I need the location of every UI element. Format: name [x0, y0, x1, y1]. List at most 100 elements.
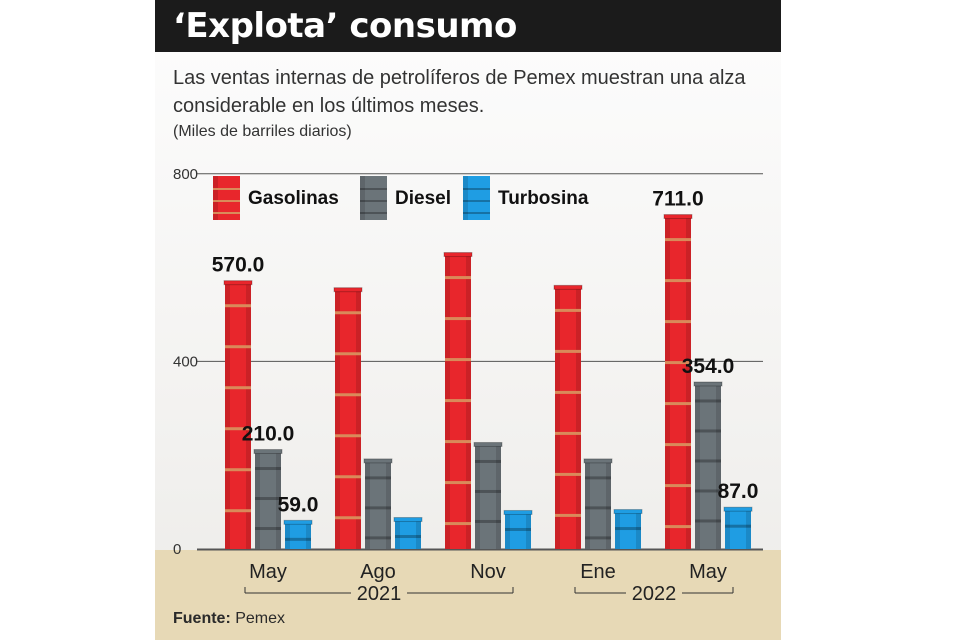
bar-gasolinas-0-shade	[225, 281, 230, 549]
bar-gasolinas-3-hoop	[555, 349, 581, 353]
bar-diesel-4-shade	[716, 382, 721, 549]
bar-turbosina-2-rim	[503, 509, 533, 515]
x-category-label: Nov	[470, 561, 506, 583]
bar-turbosina-3-rim	[613, 509, 643, 515]
data-label: 87.0	[718, 480, 759, 503]
bar-turbosina-2	[505, 511, 531, 549]
bar-turbosina-4	[725, 508, 751, 549]
legend-swatch-shade	[213, 176, 218, 220]
bar-gasolinas-2-hoop	[445, 440, 471, 444]
data-label: 59.0	[278, 493, 319, 516]
bar-turbosina-0-shade	[306, 521, 311, 549]
bar-turbosina-2-hoop	[505, 527, 531, 531]
bar-turbosina-4-rim	[723, 506, 753, 512]
legend-swatch-hoop	[213, 188, 240, 190]
bar-gasolinas-1-hoop	[335, 311, 361, 315]
legend-swatch-hoop	[213, 200, 240, 202]
bar-diesel-1	[365, 459, 391, 549]
bar-turbosina-2-shade	[526, 511, 531, 549]
bar-diesel-2-rim	[473, 441, 503, 447]
bar-diesel-3	[585, 459, 611, 549]
bar-diesel-1-hoop	[365, 476, 391, 480]
bar-gasolinas-1-hoop	[335, 434, 361, 438]
bar-diesel-1-hoop	[365, 536, 391, 540]
y-tick-label: 0	[173, 541, 181, 558]
legend-label-turbosina: Turbosina	[498, 188, 589, 209]
bar-gasolinas-1-shade	[335, 288, 340, 549]
bar-turbosina-3-hoop	[615, 527, 641, 531]
bar-diesel-2	[475, 443, 501, 549]
bar-turbosina-3	[615, 510, 641, 549]
legend-swatch-hoop	[463, 200, 490, 202]
bar-gasolinas-2-hoop	[445, 481, 471, 485]
legend-swatch-diesel	[360, 176, 387, 220]
bar-gasolinas-3	[555, 286, 581, 549]
bar-gasolinas-0-rim	[223, 280, 253, 286]
bar-diesel-0-shade	[276, 450, 281, 549]
bar-gasolinas-3-hoop	[555, 308, 581, 312]
bar-turbosina-1-shade	[416, 518, 421, 549]
bar-diesel-3-hoop	[585, 476, 611, 480]
legend-swatch-hoop	[463, 188, 490, 190]
data-label: 570.0	[212, 254, 265, 277]
bar-gasolinas-3-hoop	[555, 431, 581, 435]
bar-diesel-4-hoop	[695, 429, 721, 433]
bar-gasolinas-1-shade	[356, 288, 361, 549]
legend-swatch-hoop	[213, 212, 240, 214]
bar-diesel-4-hoop	[695, 399, 721, 403]
bar-turbosina-1-shade	[395, 518, 400, 549]
legend-swatch-hoop	[360, 212, 387, 214]
legend-swatch-turbosina	[463, 176, 490, 220]
bar-turbosina-1-hoop	[395, 535, 421, 539]
bar-gasolinas-0-shade	[246, 281, 251, 549]
bar-diesel-1-shade	[365, 459, 370, 549]
bar-turbosina-4-hoop	[725, 524, 751, 528]
bar-gasolinas-1-hoop	[335, 475, 361, 479]
legend-swatch-hoop	[463, 212, 490, 214]
bar-gasolinas-4-rim	[663, 214, 693, 220]
bar-gasolinas-2-rim	[443, 252, 473, 258]
bar-turbosina-4-shade	[746, 508, 751, 549]
bar-gasolinas-3-shade	[576, 286, 581, 549]
bar-gasolinas-2-hoop	[445, 276, 471, 280]
bar-gasolinas-4-hoop	[665, 484, 691, 488]
bar-gasolinas-3-rim	[553, 284, 583, 290]
bar-diesel-2-shade	[475, 443, 480, 549]
bar-turbosina-3-shade	[615, 510, 620, 549]
bar-gasolinas-2-hoop	[445, 522, 471, 526]
bar-gasolinas-0-hoop	[225, 386, 251, 390]
bar-diesel-4-rim	[693, 381, 723, 387]
unit-note: (Miles de barriles diarios)	[173, 123, 352, 140]
bar-diesel-3-shade	[585, 459, 590, 549]
x-category-label: May	[689, 561, 727, 583]
bar-gasolinas-0-hoop	[225, 509, 251, 513]
legend-swatch-hoop	[360, 200, 387, 202]
bar-gasolinas-1-hoop	[335, 393, 361, 397]
bar-diesel-4-hoop	[695, 459, 721, 463]
x-category-label: Ago	[360, 561, 396, 583]
bar-diesel-1-rim	[363, 458, 393, 464]
bar-gasolinas-4-shade	[665, 215, 670, 549]
bar-turbosina-1-rim	[393, 517, 423, 523]
bar-turbosina-0-rim	[283, 519, 313, 525]
bar-gasolinas-2-hoop	[445, 358, 471, 362]
bar-turbosina-0-shade	[285, 521, 290, 549]
legend-swatch-shade	[360, 176, 365, 220]
bar-gasolinas-1-rim	[333, 287, 363, 293]
bar-diesel-2-shade	[496, 443, 501, 549]
bar-gasolinas-4-hoop	[665, 279, 691, 283]
bar-diesel-0-hoop	[255, 527, 281, 531]
bar-diesel-2-hoop	[475, 459, 501, 463]
bar-gasolinas-2-hoop	[445, 399, 471, 403]
bar-gasolinas-0-hoop	[225, 427, 251, 431]
bar-gasolinas-1-hoop	[335, 352, 361, 356]
data-label: 210.0	[242, 423, 295, 446]
bar-turbosina-0	[285, 521, 311, 549]
bar-diesel-3-hoop	[585, 506, 611, 510]
bar-gasolinas-4-hoop	[665, 238, 691, 242]
bar-gasolinas-3-hoop	[555, 472, 581, 476]
chart-card: ‘Explota’ consumo Las ventas internas de…	[155, 0, 781, 640]
bar-gasolinas-2-hoop	[445, 317, 471, 321]
bar-diesel-0-hoop	[255, 497, 281, 501]
bar-turbosina-4-shade	[725, 508, 730, 549]
